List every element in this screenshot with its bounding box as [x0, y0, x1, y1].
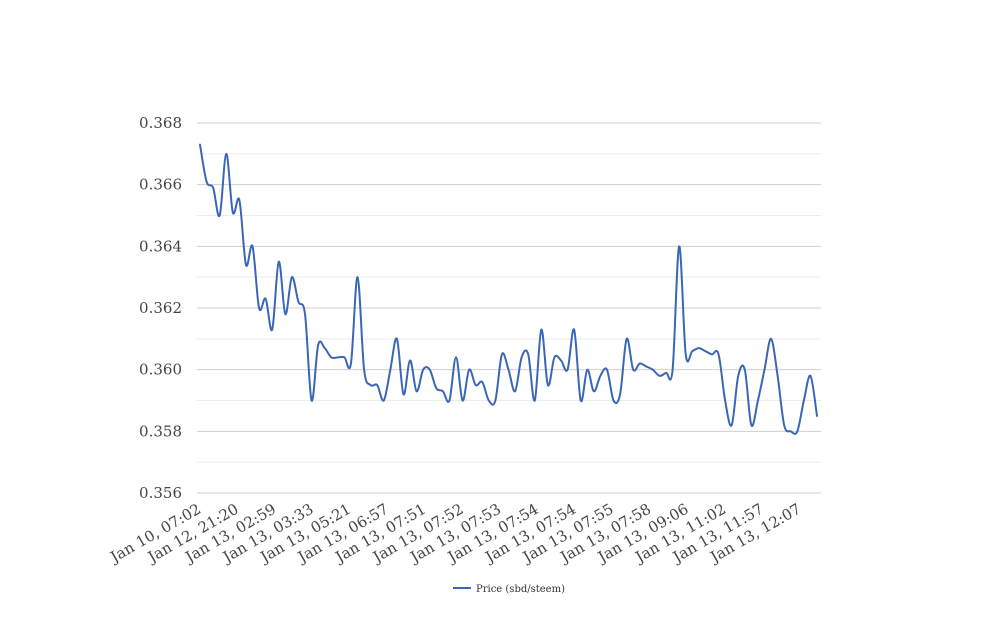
y-tick-label: 0.362 — [139, 299, 182, 317]
series-layer — [199, 143, 818, 435]
legend-label: Price (sbd/steem) — [476, 584, 565, 595]
y-tick-label: 0.358 — [139, 422, 182, 440]
legend: Price (sbd/steem) — [453, 584, 565, 595]
grid-layer — [197, 122, 821, 494]
y-tick-label: 0.356 — [139, 484, 182, 502]
y-tick-label: 0.368 — [139, 114, 182, 132]
y-tick-label: 0.360 — [139, 361, 182, 379]
y-tick-label: 0.366 — [139, 176, 182, 194]
series-line-price — [199, 143, 818, 435]
y-tick-label: 0.364 — [139, 237, 182, 255]
y-axis-ticks: 0.356 0.358 0.360 0.362 0.364 0.366 0.368 — [139, 114, 182, 502]
